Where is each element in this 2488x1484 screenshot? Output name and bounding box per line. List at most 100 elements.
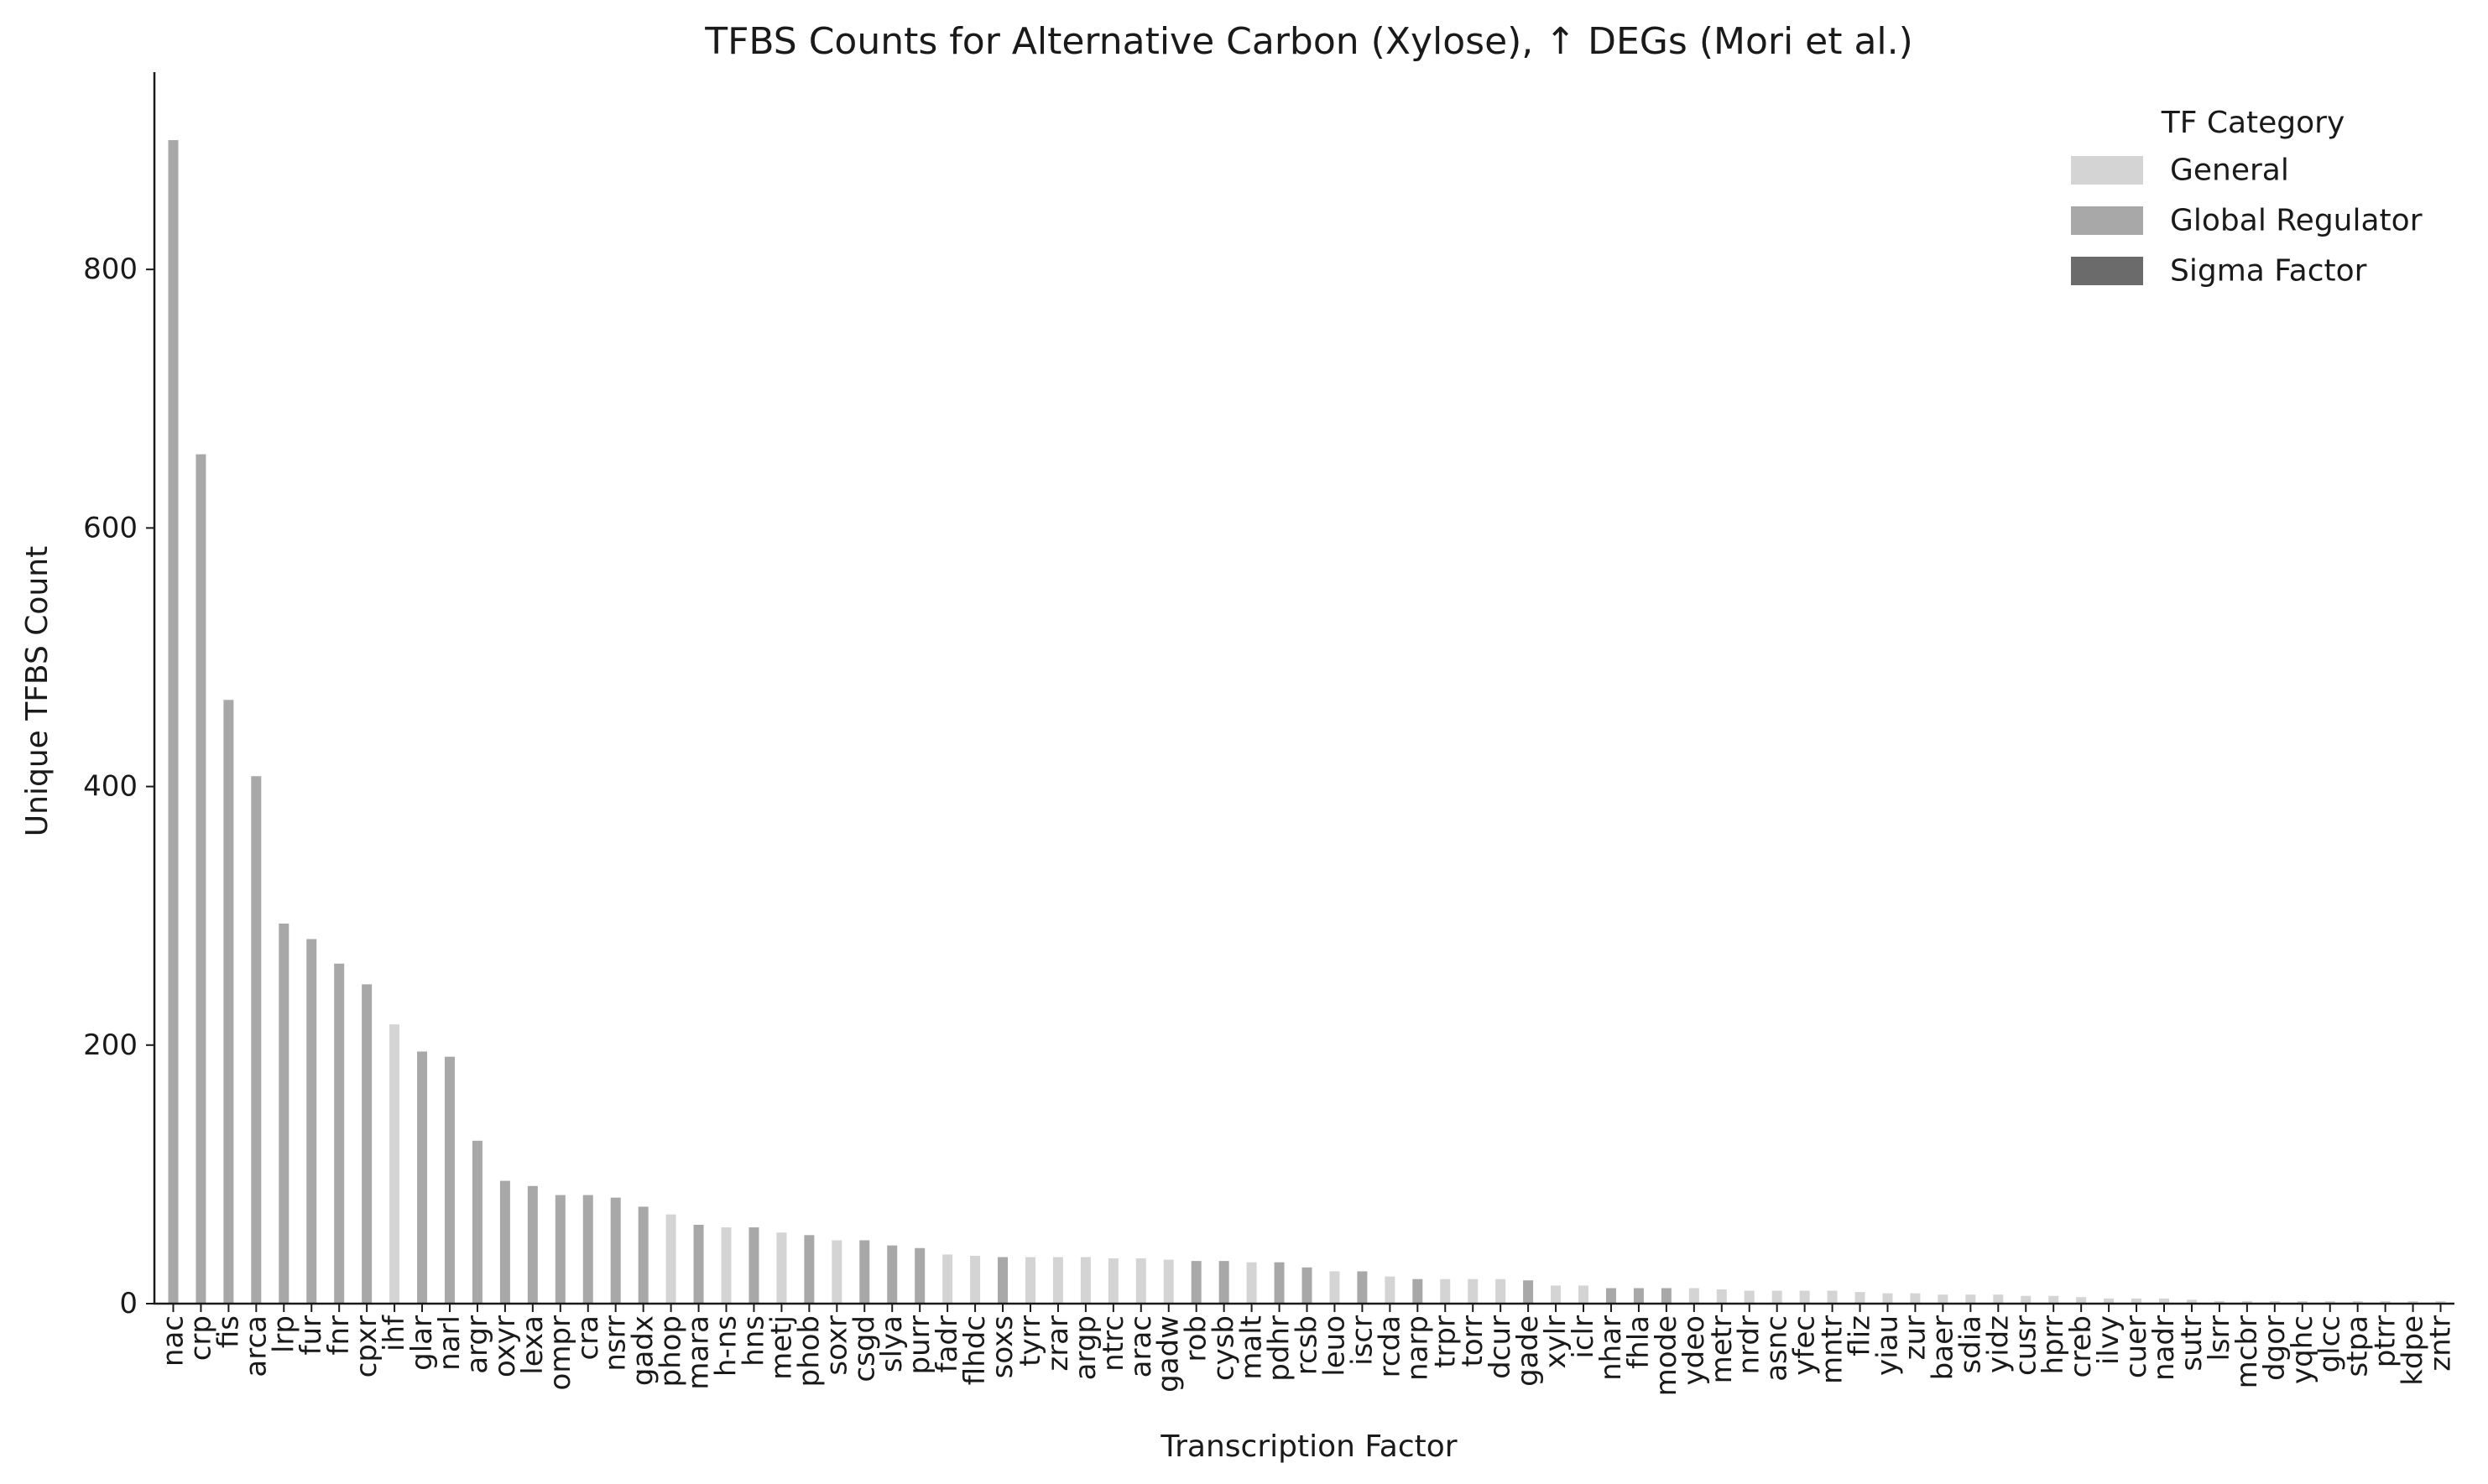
x-tick-label: yiau — [1870, 1315, 1904, 1376]
x-tick-label: cra — [571, 1315, 605, 1361]
x-tick-label: hprr — [2037, 1315, 2070, 1375]
x-tick-label: zrar — [1041, 1315, 1075, 1372]
x-tick-label: arac — [1124, 1315, 1158, 1377]
x-tick-label: iclr — [1567, 1315, 1600, 1359]
bar-torr — [1468, 1278, 1479, 1304]
bar-pdhr — [1274, 1262, 1285, 1304]
bar-trpr — [1440, 1278, 1451, 1304]
x-tick-label: zur — [1898, 1315, 1932, 1360]
x-tick-label: gadx — [627, 1315, 660, 1386]
x-tick-label: dcur — [1484, 1315, 1517, 1379]
bar-nadr — [2159, 1298, 2170, 1304]
x-tick-label: fliz — [1844, 1315, 1877, 1356]
bar-soxs — [998, 1257, 1009, 1304]
bar-narl — [444, 1056, 455, 1304]
x-tick-label: pdhr — [1263, 1315, 1296, 1382]
x-tick-label: argp — [1069, 1315, 1103, 1380]
bar-ihf — [389, 1024, 400, 1304]
bar-cusr — [2021, 1295, 2032, 1304]
bar-cra — [582, 1195, 593, 1304]
bar-ntrc — [1108, 1258, 1119, 1304]
bar-baer — [1938, 1294, 1948, 1304]
x-axis: naccrpfisarcalrpfurfnrcpxrihfglarnarlarg… — [154, 1302, 2458, 1396]
bar-xylr — [1551, 1285, 1562, 1304]
bar-iscr — [1357, 1271, 1368, 1304]
bar-hprr — [2048, 1295, 2059, 1304]
y-tick-label: 200 — [83, 1028, 138, 1062]
bar-yidz — [1993, 1294, 2004, 1304]
bar-metj — [776, 1232, 787, 1304]
x-tick-label: h-ns — [710, 1315, 743, 1377]
bar-cuer — [2131, 1298, 2142, 1304]
bar-mode — [1661, 1288, 1672, 1304]
x-tick-label: lrp — [267, 1315, 300, 1353]
x-tick-label: creb — [2064, 1315, 2098, 1377]
x-tick-label: malt — [1235, 1315, 1269, 1380]
x-tick-label: hns — [737, 1315, 770, 1367]
bar-lexa — [527, 1185, 538, 1304]
legend: TF Category General Global Regulator Sigma… — [2071, 106, 2423, 289]
x-tick-label: flhdc — [958, 1315, 992, 1385]
bar-stpa — [2352, 1300, 2363, 1304]
x-tick-label: metj — [764, 1315, 798, 1380]
bar-nhar — [1605, 1288, 1616, 1304]
bar-mcbr — [2241, 1300, 2252, 1304]
x-tick-label: dgor — [2258, 1315, 2292, 1381]
bar-leuo — [1329, 1271, 1340, 1304]
bar-phop — [665, 1214, 676, 1304]
bar-yqhc — [2297, 1300, 2308, 1304]
bar-ydeo — [1688, 1288, 1699, 1304]
legend-title: TF Category — [2161, 106, 2345, 140]
x-tick-label: fhla — [1622, 1315, 1656, 1369]
x-tick-label: phob — [792, 1315, 826, 1388]
bar-fadr — [942, 1254, 953, 1304]
bar-flhdc — [970, 1255, 981, 1304]
x-tick-label: zntr — [2424, 1315, 2458, 1372]
bar-ompr — [555, 1195, 566, 1304]
x-tick-label: soxs — [986, 1315, 1020, 1378]
bar-glcc — [2324, 1300, 2335, 1304]
x-tick-label: ptrr — [2369, 1315, 2402, 1367]
bar-narp — [1412, 1278, 1423, 1304]
legend-label: General — [2170, 154, 2289, 188]
bar-fhla — [1633, 1288, 1644, 1304]
x-tick-label: ihf — [378, 1315, 411, 1351]
bar-fliz — [1854, 1292, 1865, 1304]
x-tick-label: yfec — [1788, 1315, 1822, 1376]
bar-nac — [168, 140, 179, 1304]
bar-rob — [1191, 1261, 1202, 1304]
x-tick-label: cuer — [2120, 1315, 2153, 1378]
x-tick-label: fis — [211, 1315, 245, 1348]
bar-sutr — [2186, 1299, 2197, 1304]
bar-zntr — [2435, 1300, 2446, 1304]
bar-h-ns — [721, 1227, 732, 1304]
x-tick-label: leuo — [1317, 1315, 1351, 1377]
x-tick-label: trpr — [1428, 1315, 1462, 1368]
bar-phob — [804, 1235, 815, 1304]
x-tick-label: sdia — [1953, 1315, 1987, 1374]
x-tick-label: xylr — [1539, 1315, 1573, 1369]
x-tick-label: nhar — [1594, 1315, 1628, 1381]
bar-gadx — [638, 1206, 649, 1304]
y-axis-title: Unique TFBS Count — [20, 546, 55, 836]
bars-group — [168, 140, 2446, 1304]
x-tick-label: yqhc — [2286, 1315, 2319, 1384]
x-tick-label: rcda — [1373, 1315, 1406, 1377]
x-tick-label: tyrr — [1014, 1315, 1047, 1367]
bar-malt — [1246, 1262, 1257, 1304]
bar-rcsb — [1301, 1267, 1312, 1304]
x-tick-label: torr — [1456, 1315, 1489, 1367]
bar-zrar — [1052, 1257, 1063, 1304]
x-tick-label: mntr — [1816, 1315, 1849, 1384]
bar-glar — [417, 1051, 428, 1304]
y-tick-label: 800 — [83, 253, 138, 286]
x-tick-label: purr — [903, 1315, 936, 1375]
x-tick-label: ilvy — [2092, 1315, 2125, 1365]
x-tick-label: narl — [433, 1315, 467, 1371]
bar-crp — [196, 454, 206, 1304]
bar-gade — [1523, 1280, 1534, 1304]
bar-tyrr — [1025, 1257, 1035, 1304]
x-tick-label: stpa — [2341, 1315, 2375, 1377]
bar-cpxr — [362, 984, 373, 1304]
x-tick-label: ntrc — [1097, 1315, 1130, 1372]
